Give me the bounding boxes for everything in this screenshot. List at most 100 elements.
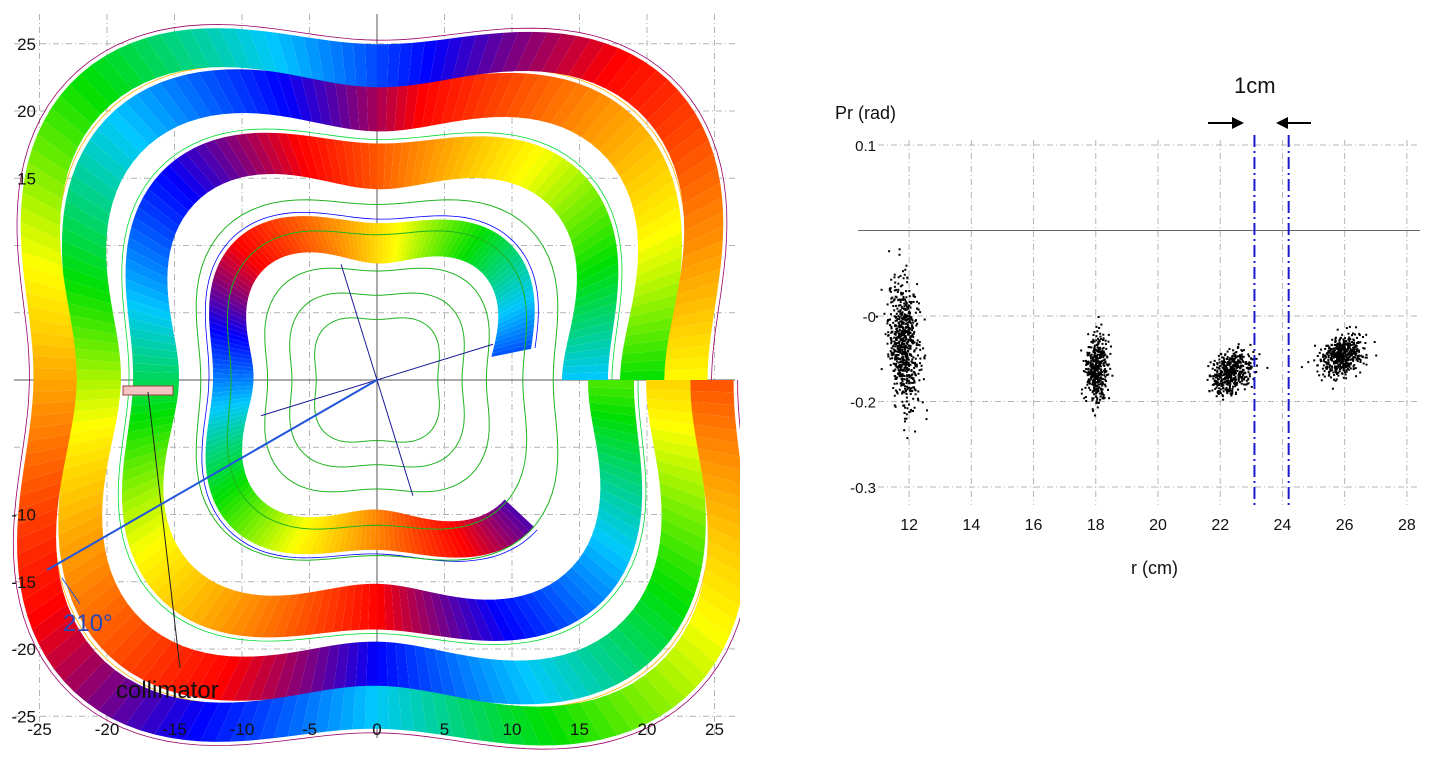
phase-point bbox=[909, 345, 912, 348]
phase-point bbox=[1327, 354, 1330, 357]
orbit-track-segment bbox=[115, 101, 159, 145]
phase-point bbox=[1095, 363, 1097, 365]
phase-point bbox=[909, 339, 912, 342]
phase-point bbox=[1337, 352, 1340, 355]
phase-point bbox=[1359, 359, 1362, 361]
phase-point bbox=[1097, 348, 1100, 351]
phase-point bbox=[1225, 373, 1227, 376]
phase-point bbox=[895, 316, 898, 318]
phase-point bbox=[911, 324, 914, 327]
phase-point bbox=[1325, 366, 1328, 369]
phase-point bbox=[1348, 346, 1351, 349]
phase-point bbox=[1215, 381, 1218, 384]
phase-point bbox=[907, 318, 910, 321]
phase-point bbox=[1331, 350, 1334, 353]
phase-point bbox=[1095, 378, 1098, 380]
phase-point bbox=[1220, 379, 1223, 382]
phase-point bbox=[1237, 346, 1240, 349]
phase-point bbox=[913, 367, 916, 369]
phase-point bbox=[899, 313, 902, 316]
phase-point bbox=[1337, 363, 1340, 366]
orbit-track-segment bbox=[501, 31, 533, 72]
phase-point bbox=[903, 335, 906, 338]
phase-point bbox=[897, 354, 900, 356]
phase-point bbox=[1221, 374, 1224, 377]
phase-point bbox=[1331, 358, 1334, 361]
orbit-track-segment bbox=[209, 315, 248, 335]
phase-point bbox=[1234, 385, 1237, 388]
orbit-track-segment bbox=[125, 431, 171, 452]
orbit-track-segment bbox=[313, 588, 333, 635]
phase-point bbox=[1352, 365, 1355, 368]
phase-point bbox=[1342, 341, 1345, 343]
orbit-track-segment bbox=[377, 583, 386, 630]
phase-point bbox=[912, 410, 914, 412]
phase-point bbox=[1254, 371, 1257, 374]
phase-point bbox=[910, 369, 913, 372]
phase-point bbox=[896, 365, 899, 368]
phase-point bbox=[1341, 333, 1344, 336]
phase-point bbox=[1098, 362, 1101, 365]
phase-point bbox=[887, 319, 889, 322]
orbit-track-segment bbox=[483, 72, 515, 118]
phase-point bbox=[1093, 381, 1095, 384]
phase-point bbox=[901, 400, 904, 403]
orbit-track-segment bbox=[588, 394, 635, 408]
orbit-track-segment bbox=[492, 506, 526, 540]
phase-point bbox=[1361, 356, 1364, 359]
phase-point bbox=[1093, 377, 1096, 380]
phase-point bbox=[1224, 376, 1226, 379]
phase-point bbox=[1346, 367, 1349, 370]
phase-point bbox=[898, 357, 901, 360]
phase-point bbox=[1365, 356, 1368, 359]
phase-point bbox=[1337, 371, 1340, 374]
orbit-track-segment bbox=[677, 268, 721, 295]
orbit-track-segment bbox=[526, 153, 564, 194]
orbit-track-segment bbox=[528, 32, 562, 72]
orbit-track-segment bbox=[212, 382, 254, 388]
phase-point bbox=[905, 353, 908, 356]
phase-point bbox=[895, 296, 898, 299]
orbit-track-segment bbox=[127, 237, 169, 270]
phase-point bbox=[925, 418, 928, 421]
orbit-track-segment bbox=[193, 654, 230, 699]
orbit-track-segment bbox=[300, 216, 323, 254]
orbit-track-segment bbox=[494, 268, 529, 297]
phase-point bbox=[1337, 343, 1339, 346]
phase-point bbox=[905, 413, 908, 416]
phase-point bbox=[1346, 358, 1349, 360]
phase-point bbox=[1357, 355, 1360, 358]
phase-point bbox=[913, 381, 916, 384]
orbit-track-segment bbox=[338, 511, 352, 553]
phase-point bbox=[906, 355, 909, 358]
phase-point bbox=[905, 417, 908, 420]
phase-point bbox=[904, 362, 907, 365]
phase-point bbox=[1223, 367, 1226, 370]
phase-point bbox=[889, 337, 892, 339]
phase-point bbox=[1241, 379, 1243, 382]
phase-point bbox=[1341, 353, 1344, 355]
phase-point bbox=[1102, 356, 1105, 359]
orbit-track-segment bbox=[354, 221, 364, 262]
orbit-track-segment bbox=[625, 609, 670, 653]
phase-point bbox=[909, 332, 912, 335]
phase-point bbox=[1343, 355, 1345, 358]
phase-point bbox=[893, 336, 896, 339]
phase-point bbox=[892, 345, 894, 348]
phase-point bbox=[1247, 371, 1250, 374]
orbit-track-segment bbox=[172, 74, 212, 119]
phase-point bbox=[1247, 353, 1250, 356]
phase-point bbox=[897, 282, 900, 285]
phase-point bbox=[1220, 374, 1222, 377]
phase-point bbox=[1226, 362, 1229, 364]
phase-point bbox=[1212, 375, 1215, 378]
phase-point bbox=[1218, 383, 1221, 386]
phase-point bbox=[1340, 351, 1343, 353]
phase-point bbox=[1234, 356, 1237, 359]
phase-point bbox=[897, 332, 900, 335]
phase-point bbox=[1352, 358, 1355, 361]
phase-point bbox=[1092, 371, 1095, 374]
phase-point bbox=[1243, 388, 1246, 391]
phase-point bbox=[893, 298, 896, 301]
orbit-track-segment bbox=[654, 554, 699, 594]
